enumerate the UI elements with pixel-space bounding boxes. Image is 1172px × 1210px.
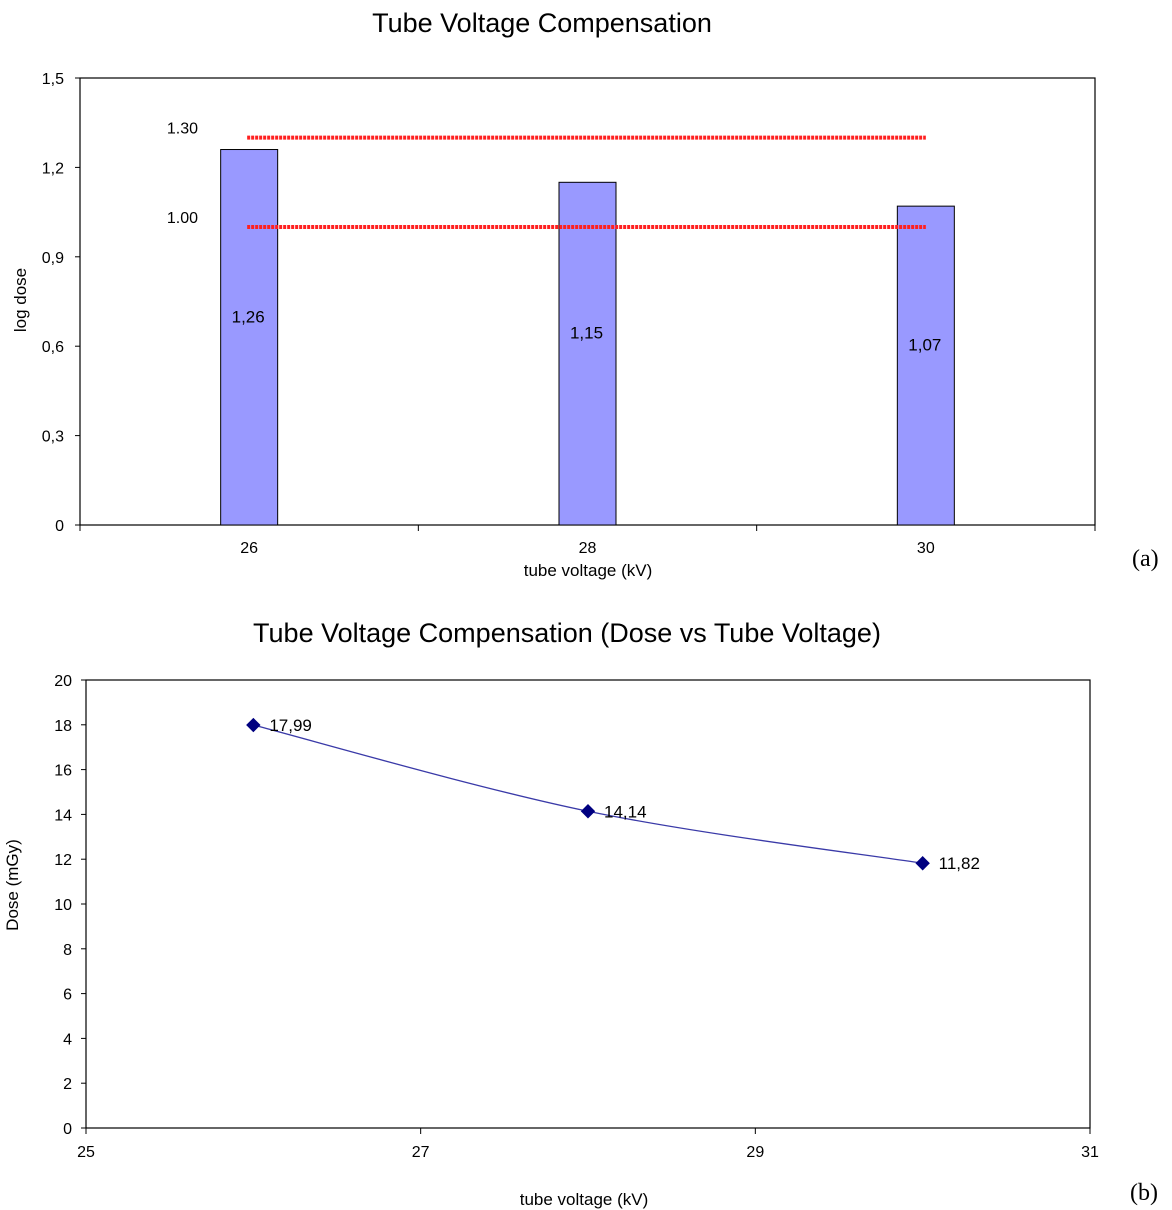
chart-b-panel-label: (b) — [1130, 1180, 1158, 1206]
y-tick-label: 10 — [54, 897, 72, 914]
x-tick-label: 29 — [746, 1144, 764, 1161]
chart-a-panel-label: (a) — [1132, 546, 1159, 572]
chart-b-plot-area — [85, 679, 1091, 1129]
bar — [896, 205, 955, 526]
chart-b-y-ticks: 0 2 4 6 8 10 12 14 16 18 20 — [54, 673, 86, 1138]
x-tick-label: 27 — [412, 1144, 430, 1161]
data-point-marker — [246, 717, 261, 733]
bar-value-label: 1,15 — [570, 324, 603, 343]
y-tick-label: 1,2 — [42, 160, 64, 177]
reference-line-label: 1.30 — [167, 121, 198, 138]
chart-b-series: 17,99 14,14 11,82 — [246, 716, 980, 873]
bar — [558, 181, 617, 526]
y-tick-label: 0,6 — [42, 339, 64, 356]
y-tick-label: 16 — [54, 763, 72, 780]
y-tick-label: 12 — [54, 852, 72, 869]
data-point-marker — [580, 804, 596, 819]
data-point-label: 11,82 — [939, 854, 980, 873]
data-point-label: 17,99 — [269, 716, 312, 735]
y-tick-label: 2 — [63, 1076, 72, 1093]
x-tick-label: 28 — [579, 540, 597, 557]
y-tick-label: 0,3 — [42, 429, 64, 446]
y-tick-label: 6 — [63, 987, 72, 1004]
chart-b: Tube Voltage Compensation (Dose vs Tube … — [3, 618, 1158, 1209]
data-point-marker — [915, 856, 930, 871]
chart-b-title: Tube Voltage Compensation (Dose vs Tube … — [253, 618, 881, 648]
chart-a-x-ticks: 26 28 30 — [79, 525, 1096, 557]
y-tick-label: 1,5 — [42, 71, 64, 88]
y-tick-label: 20 — [54, 673, 72, 690]
chart-b-x-ticks: 25 27 29 31 — [77, 1128, 1099, 1161]
chart-a: Tube Voltage Compensation 1,26 1,15 1,07 1… — [11, 8, 1159, 580]
reference-line-label: 1.00 — [167, 210, 198, 227]
bar-value-label: 1,26 — [232, 307, 265, 326]
chart-a-x-axis-label: tube voltage (kV) — [524, 561, 653, 580]
x-tick-label: 26 — [240, 540, 258, 557]
chart-a-y-ticks: 0 0,3 0,6 0,9 1,2 1,5 — [42, 71, 80, 535]
data-point-label: 14,14 — [604, 802, 647, 821]
y-tick-label: 0 — [55, 518, 64, 535]
y-tick-label: 4 — [63, 1031, 72, 1048]
y-tick-label: 14 — [54, 807, 72, 824]
y-tick-label: 0,9 — [42, 250, 64, 267]
x-tick-label: 25 — [77, 1144, 95, 1161]
y-tick-label: 0 — [63, 1121, 72, 1138]
chart-a-y-axis-label: log dose — [11, 268, 30, 332]
chart-b-x-axis-label: tube voltage (kV) — [520, 1190, 649, 1209]
chart-b-y-axis-label: Dose (mGy) — [3, 839, 22, 931]
y-tick-label: 18 — [54, 718, 72, 735]
chart-a-title: Tube Voltage Compensation — [372, 8, 712, 38]
y-tick-label: 8 — [63, 942, 72, 959]
x-tick-label: 30 — [917, 540, 935, 557]
x-tick-label: 31 — [1081, 1144, 1099, 1161]
bar-value-label: 1,07 — [908, 336, 941, 355]
chart-a-reference-lines: 1.30 1.00 — [167, 121, 926, 229]
chart-a-bars: 1,26 1,15 1,07 — [220, 149, 955, 526]
bar — [220, 149, 279, 526]
